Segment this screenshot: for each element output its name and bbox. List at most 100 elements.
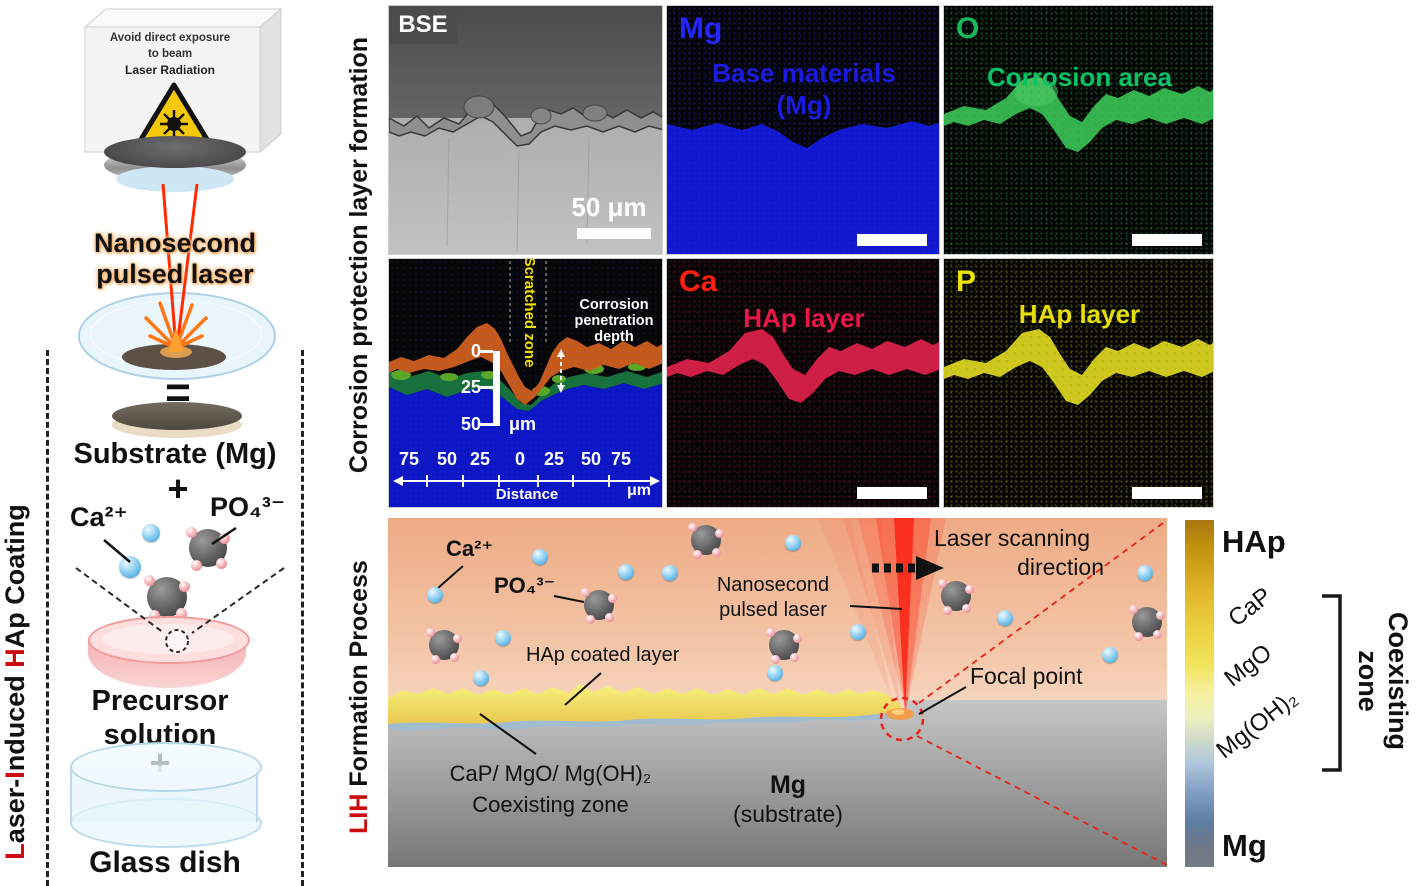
ca-ion-sphere [532,549,548,565]
mg-caption-line2: (Mg) [776,90,832,120]
po4-ion-sphere [688,523,724,559]
mg-scale-bar [857,234,927,246]
plus-sign-1: + [167,468,189,509]
coexist-line2: Coexisting zone [472,792,629,817]
o-tag: O [956,12,980,45]
ca-ion-sphere [473,670,489,686]
title-seg: Ap Coating [0,504,30,649]
ca-ion-sphere [1102,647,1118,663]
scan-line2: direction [1017,554,1104,580]
title-seg: nduced [0,667,30,772]
ca-ion-sphere [618,564,634,580]
laser-warning-triangle-icon [134,82,214,149]
ca-ion-sphere [785,535,801,551]
warning-text-line2: to beam [147,48,193,60]
zone-line2: zone [1353,650,1383,712]
process-schematic: Ca²⁺ PO₄³⁻ Nanosecond pulsed laser Laser… [388,518,1167,867]
o-caption: Corrosion area [987,62,1172,92]
coexisting-zone-label: CaP/ MgO/ Mg(OH)₂ Coexisting zone [433,758,668,820]
o-map-panel: O Corrosion area [943,5,1214,255]
mg-caption-line1: Base materials [712,58,896,88]
depth-tick-0: 0 [470,341,481,361]
left-dashed-border-left [46,350,49,886]
x-axis-unit: μm [627,482,652,499]
proc-po4-ion-label: PO₄³⁻ [494,573,556,598]
p-scale-bar [1132,487,1202,499]
proc-laser-label: Nanosecond pulsed laser [683,573,863,623]
p-tag: P [956,265,977,298]
warning-text-line1: Avoid direct exposure [109,32,231,44]
cpd-line3: depth [594,329,634,345]
po4-ion-label: PO₄³⁻ [210,492,286,522]
mg-map-panel: Mg Base materials (Mg) [666,5,940,255]
process-section-title: LIH Formation Process [345,517,377,877]
x-tick: 50 [580,449,602,469]
x-axis-label: Distance [495,486,559,503]
scratched-zone-label: Scratched zone [521,258,538,368]
proc-laser-line1: Nanosecond [716,574,830,596]
ca-ion-sphere [662,565,678,581]
focal-point-label: Focal point [970,663,1083,689]
ca-ion-sphere [495,630,511,646]
ca-ion-sphere [119,556,141,578]
ca-map-panel: Ca HAp layer [666,258,940,508]
corrosion-depth-label: Corrosion penetration depth [567,297,661,345]
nanosecond-laser-line2: pulsed laser [96,259,254,289]
ca-ion-sphere [850,624,866,640]
left-vertical-title: Laser-Induced HAp Coating [0,477,34,886]
coexisting-zone-bracket [1322,594,1342,772]
mg-tag: Mg [679,12,723,45]
x-tick: 25 [543,449,565,469]
ca-ion-sphere [997,610,1013,626]
colorbar-cap-label: CaP [1223,582,1277,633]
ca-map-image [667,329,939,403]
bse-tag: BSE [389,6,457,44]
mg-substrate-line2: (substrate) [733,801,843,827]
ca-ion-sphere [427,587,443,603]
zone-line1: Coexisting [1383,611,1413,751]
colorbar-hap-label: HAp [1222,524,1286,559]
cpd-line1: Corrosion [579,297,649,313]
mg-map-image [667,121,939,254]
nanosecond-laser-line1: Nanosecond [93,228,257,258]
title-letter-L: L [0,843,30,860]
p-map-panel: P HAp layer [943,258,1214,508]
depth-unit: μm [509,414,537,434]
mg-substrate-line1: Mg [769,771,807,799]
scan-direction-label: Laser scanning direction [920,524,1104,582]
p-map-image [944,329,1213,405]
lens-glass [116,166,234,192]
substrate-disc-top [112,402,242,430]
precursor-line1: Precursor [91,685,229,717]
title-letter-H: H [0,648,30,668]
colorbar-mgo-label: MgO [1219,638,1277,693]
x-tick: 25 [469,449,491,469]
equals-sign: = [165,368,191,417]
warning-text-line3: Laser Radiation [124,63,216,77]
depth-tick-50: 50 [460,414,481,434]
ca-ion-label: Ca²⁺ [70,502,128,532]
po4-ion-sphere [144,575,190,621]
ca-ion-sphere [1137,565,1153,581]
x-tick: 50 [436,449,458,469]
substrate-label: Substrate (Mg) [73,438,277,470]
eds-section-title: Corrosion protection layer formation [345,36,373,474]
ca-tag: Ca [679,265,718,298]
process-schematic-art [388,518,1167,867]
x-tick: 75 [398,449,420,469]
o-scale-bar [1132,234,1202,246]
depth-profile-panel: Scratched zone Corrosion penetration dep… [388,258,663,508]
ca-ion-sphere [767,665,783,681]
lens-top-disc [104,136,246,168]
title-seg: aser- [0,778,30,844]
x-tick: 75 [610,449,632,469]
coexisting-zone-vertical-label: Coexisting zone [1353,581,1413,781]
po4-ion-sphere [426,628,462,664]
depth-tick-25: 25 [460,377,481,397]
depth-profile-image [389,259,662,507]
precursor-dish-surface [102,624,234,654]
nanosecond-laser-label: Nanosecond pulsed laser [40,228,310,290]
bse-scale-bar [577,228,651,239]
scan-line1: Laser scanning [934,525,1090,551]
